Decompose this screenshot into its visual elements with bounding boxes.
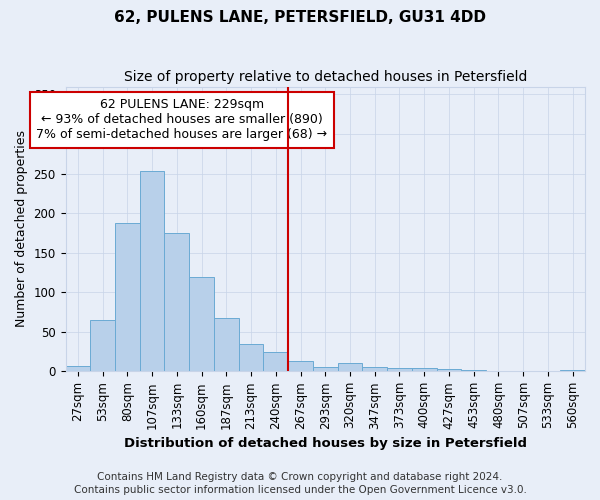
X-axis label: Distribution of detached houses by size in Petersfield: Distribution of detached houses by size … (124, 437, 527, 450)
Bar (560, 370, 585, 372)
Bar (90, 320, 115, 372)
Bar (164, 233, 189, 372)
Text: Contains HM Land Registry data © Crown copyright and database right 2024.
Contai: Contains HM Land Registry data © Crown c… (74, 472, 526, 495)
Bar (115, 222, 140, 372)
Y-axis label: Number of detached properties: Number of detached properties (15, 130, 28, 328)
Bar (362, 368, 387, 372)
Text: 62, PULENS LANE, PETERSFIELD, GU31 4DD: 62, PULENS LANE, PETERSFIELD, GU31 4DD (114, 10, 486, 25)
Bar (412, 368, 437, 372)
Bar (437, 369, 461, 372)
Bar (313, 366, 338, 372)
Bar (239, 344, 263, 372)
Bar (461, 370, 486, 372)
Text: 62 PULENS LANE: 229sqm
← 93% of detached houses are smaller (890)
7% of semi-det: 62 PULENS LANE: 229sqm ← 93% of detached… (36, 98, 328, 142)
Bar (387, 368, 412, 372)
Bar (189, 277, 214, 372)
Bar (140, 171, 164, 372)
Bar (214, 318, 239, 372)
Bar (338, 364, 362, 372)
Title: Size of property relative to detached houses in Petersfield: Size of property relative to detached ho… (124, 70, 527, 84)
Bar (511, 370, 536, 372)
Bar (263, 352, 288, 372)
Bar (288, 361, 313, 372)
Bar (65, 366, 90, 372)
